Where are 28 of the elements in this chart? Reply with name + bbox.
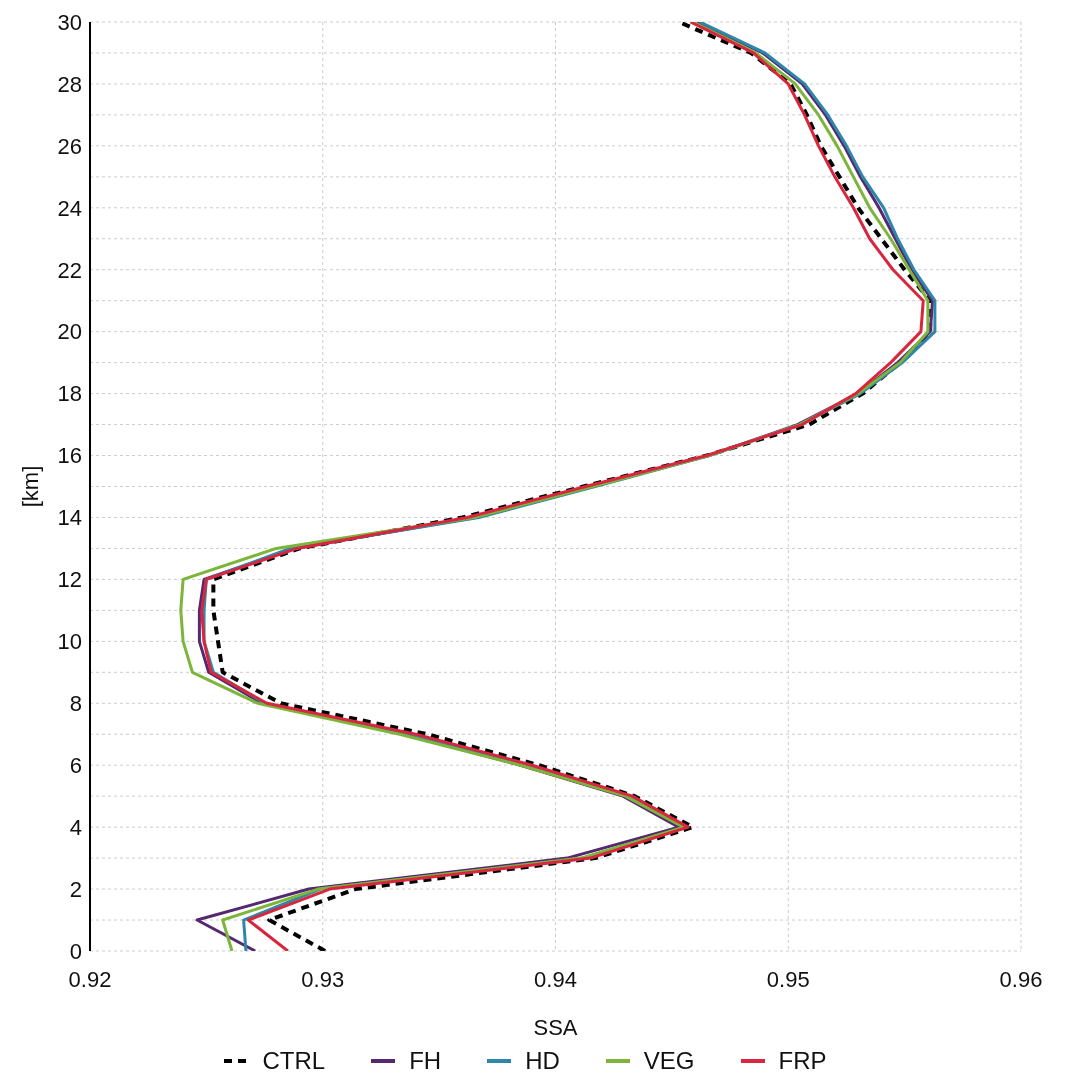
y-tick-label: 4 <box>69 814 82 840</box>
y-tick-label: 6 <box>69 753 82 779</box>
y-tick-label: 24 <box>57 195 82 221</box>
y-tick-label: 28 <box>57 71 82 97</box>
y-tick-label: 22 <box>57 257 82 283</box>
y-tick-label: 12 <box>57 567 82 593</box>
x-axis-title: SSA <box>533 1015 578 1040</box>
y-tick-label: 0 <box>69 938 82 964</box>
x-tick-label: 0.96 <box>999 966 1043 992</box>
y-tick-label: 2 <box>69 876 82 902</box>
y-tick-label: 18 <box>57 381 82 407</box>
x-tick-label: 0.93 <box>301 966 345 992</box>
legend-label: CTRL <box>262 1047 326 1075</box>
legend-label: HD <box>525 1047 560 1075</box>
x-tick-label: 0.92 <box>68 966 112 992</box>
y-tick-label: 26 <box>57 133 82 159</box>
legend-label: FRP <box>778 1047 827 1075</box>
x-tick-label: 0.94 <box>534 966 577 992</box>
y-tick-label: 10 <box>57 629 82 655</box>
y-tick-label: 14 <box>57 505 82 531</box>
y-tick-label: 8 <box>69 691 82 717</box>
y-tick-label: 30 <box>57 9 82 35</box>
legend-label: FH <box>409 1047 442 1075</box>
y-axis-title: [km] <box>17 465 43 508</box>
y-tick-label: 16 <box>57 443 82 469</box>
x-tick-label: 0.95 <box>766 966 810 992</box>
legend-label: VEG <box>643 1047 695 1075</box>
y-tick-label: 20 <box>57 319 82 345</box>
